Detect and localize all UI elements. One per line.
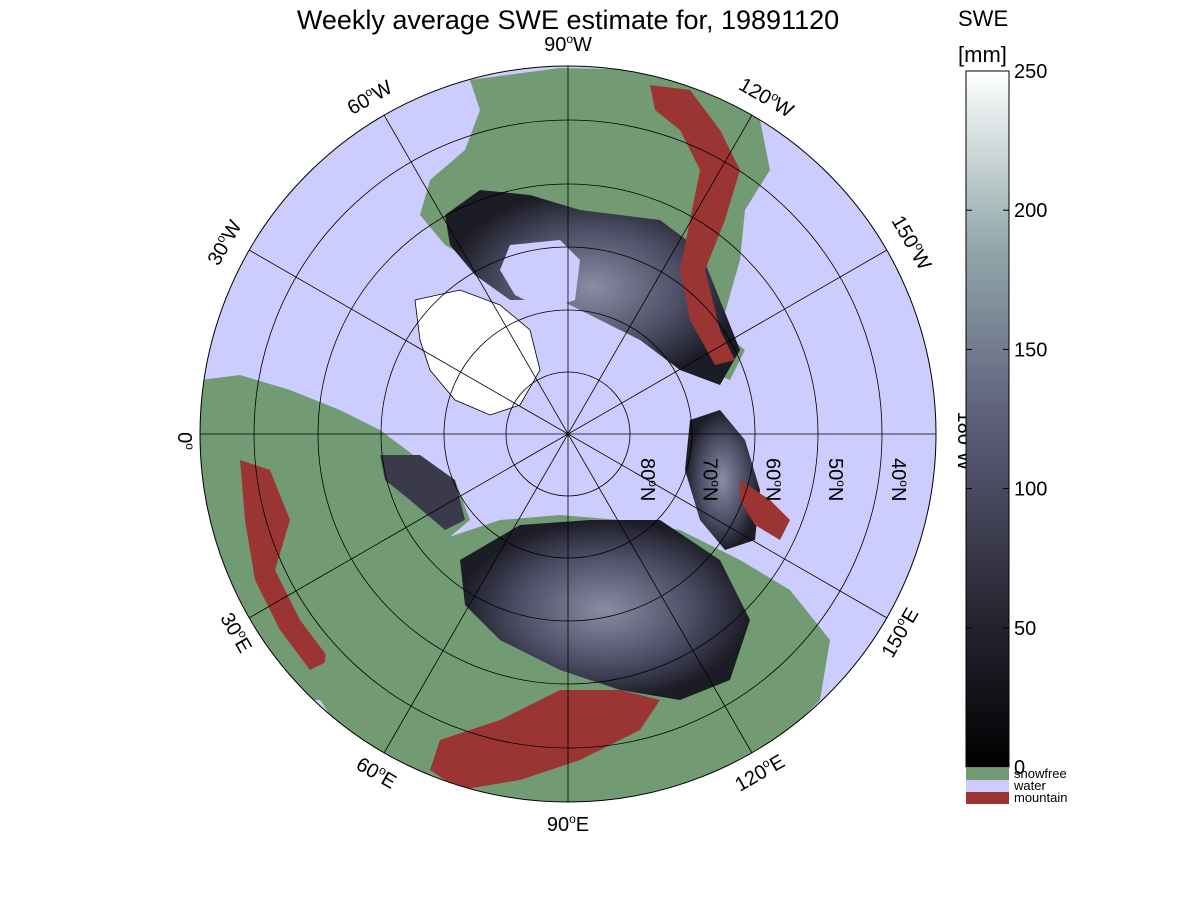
colorbar-tick-label: 200 xyxy=(1014,200,1047,222)
legend-swatch-mountain xyxy=(966,792,1009,804)
polar-map xyxy=(200,66,936,802)
longitude-label: 90oE xyxy=(547,812,589,836)
greenland xyxy=(414,289,541,416)
map-title: Weekly average SWE estimate for, 1989112… xyxy=(297,5,839,35)
longitude-label: 0o xyxy=(173,432,197,450)
colorbar-label-swe: SWE xyxy=(958,6,1008,31)
legend-swatch-water xyxy=(966,780,1009,792)
legend-label-water: water xyxy=(1013,778,1046,793)
latitude-label: 60oN xyxy=(761,458,785,501)
mountain-rockies xyxy=(650,85,740,365)
colorbar-gradient xyxy=(965,70,1010,768)
mountain-tibet xyxy=(430,690,660,790)
snow-scandinavia xyxy=(380,455,465,530)
latitude-label: 80oN xyxy=(636,458,660,501)
latitude-labels: 80oN 70oN 60oN 50oN 40oN xyxy=(636,458,911,501)
colorbar-tick-label: 0 xyxy=(1014,757,1025,779)
legend-label-mountain: mountain xyxy=(1014,790,1067,805)
snow-siberia xyxy=(460,520,750,700)
colorbar-tick-label: 250 xyxy=(1014,61,1047,83)
colorbar: SWE [mm] 0 50 100 150 200 250 xyxy=(958,6,1047,779)
longitude-label: 90oW xyxy=(544,32,592,56)
hudson-bay xyxy=(500,240,580,310)
mountain-europe xyxy=(240,460,330,670)
colorbar-tick-label: 150 xyxy=(1014,339,1047,361)
colorbar-tick-label: 100 xyxy=(1014,479,1047,501)
mountain-east-asia xyxy=(740,480,790,540)
colorbar-label-unit: [mm] xyxy=(958,42,1007,67)
latitude-label: 50oN xyxy=(824,458,848,501)
longitude-label: 30oW xyxy=(202,216,247,270)
latitude-label: 40oN xyxy=(887,458,911,501)
colorbar-ticks: 0 50 100 150 200 250 xyxy=(966,61,1047,779)
colorbar-tick-label: 50 xyxy=(1014,618,1036,640)
legend-swatch-snowfree xyxy=(966,768,1009,780)
map-border xyxy=(199,65,937,803)
graticule xyxy=(200,66,936,802)
snow-north-america xyxy=(445,190,740,385)
snow-east-siberia xyxy=(685,410,760,550)
legend-label-snowfree: snowfree xyxy=(1014,766,1067,781)
latitude-label: 70oN xyxy=(699,458,723,501)
